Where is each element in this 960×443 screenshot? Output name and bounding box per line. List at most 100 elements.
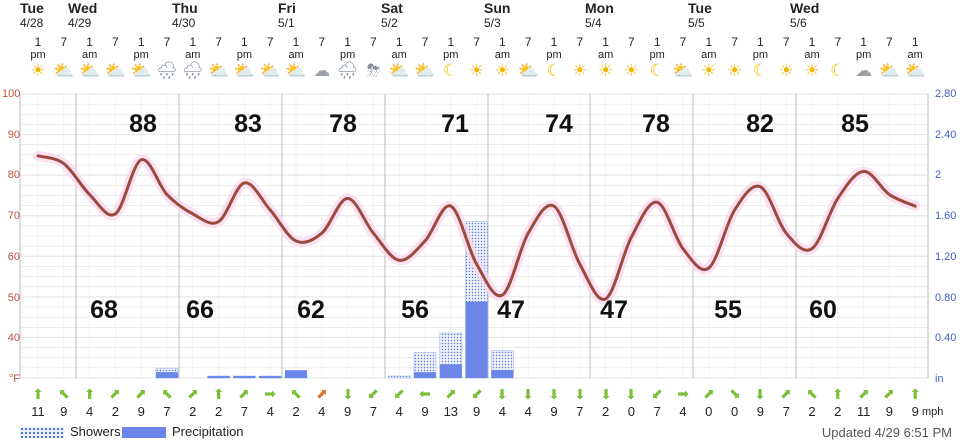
hour-value: 7: [576, 35, 584, 49]
sun-icon: ☀: [623, 61, 640, 80]
wind-speed-value: 9: [421, 404, 429, 419]
wind-speed-value: 0: [730, 404, 739, 419]
hour-label: 7: [259, 36, 281, 62]
wind-speed-value: 9: [911, 404, 919, 419]
wind-speed-value: 9: [756, 404, 764, 419]
hour-label: 1 pm: [853, 36, 875, 62]
wind-speed-value: 0: [705, 404, 713, 419]
day-header: Tue 5/5: [688, 0, 712, 30]
showers-bar: [439, 332, 463, 379]
wind-direction-icon: ⬆: [573, 386, 586, 402]
updated-timestamp: Updated 4/29 6:51 PM: [821, 425, 952, 440]
hour-value: 7: [782, 35, 790, 49]
sun-icon: ☀: [597, 61, 614, 80]
partly-cloudy-icon: ⛅: [517, 61, 539, 80]
legend-precip-label: Precipitation: [172, 424, 244, 439]
partly-cloudy-icon: ⛅: [53, 61, 75, 80]
wind-direction-icon: ⬆: [625, 386, 638, 402]
daily-high-label: 74: [545, 110, 573, 138]
showers-bar: [258, 375, 282, 379]
hour-value: 1: [241, 35, 248, 49]
daily-low-label: 47: [600, 296, 628, 324]
wind-direction-icon: ⬆: [698, 384, 719, 404]
day-name: Tue: [20, 0, 44, 16]
wind-speed-value: 2: [808, 404, 816, 419]
hour-value: 1: [499, 35, 506, 49]
hour-label: 1 am: [698, 36, 720, 62]
wind-speed-value: 9: [343, 404, 352, 419]
wind-speed-value: 7: [782, 404, 790, 419]
partly-cloudy-icon: ⛅: [414, 61, 436, 80]
wind-direction-icon: ⬆: [776, 384, 796, 404]
wind-speed-value: 9: [885, 404, 893, 419]
precip-tick-label: in: [935, 372, 944, 385]
cloud-rain-icon: 🌧: [156, 61, 178, 80]
precip-tick-label: 2: [935, 169, 942, 182]
hour-label: 7: [208, 36, 230, 62]
hour-value: 7: [163, 35, 171, 49]
daily-low-label: 68: [90, 296, 118, 324]
hour-value: 7: [473, 35, 480, 49]
hour-value: 1: [447, 35, 455, 49]
hour-label: 7: [672, 36, 694, 62]
precip-bar: [233, 376, 256, 378]
hour-value: 1: [344, 35, 351, 49]
precip-tick-label: 0.80: [935, 291, 957, 304]
hour-label: 1 am: [801, 36, 823, 62]
wind-speed-value: 4: [395, 404, 403, 419]
temp-tick-label: 70: [7, 210, 20, 223]
temp-tick-label: 90: [7, 128, 20, 141]
daily-low-label: 66: [186, 296, 214, 324]
wind-direction-icon: ⬆: [548, 386, 560, 402]
daily-low-label: 62: [297, 296, 325, 324]
day-date: 4/30: [172, 16, 196, 30]
wind-unit-label: mph: [922, 406, 944, 418]
daily-low-label: 56: [401, 296, 429, 324]
day-header: Sat 5/2: [381, 0, 403, 30]
hour-ampm: am: [391, 49, 407, 61]
wind-direction-icon: ⬆: [831, 386, 844, 402]
wind-speed-value: 2: [214, 404, 223, 419]
hour-ampm: pm: [133, 49, 149, 61]
hour-label: 1 am: [595, 36, 617, 62]
wind-direction-icon: ⬆: [466, 384, 487, 404]
wind-direction-icon: ⬆: [286, 384, 306, 404]
sun-icon: ☀: [494, 61, 511, 80]
wind-direction-icon: ⬆: [83, 386, 96, 402]
partly-cloudy-icon: ⛅: [233, 61, 255, 80]
daily-low-label: 47: [497, 296, 525, 324]
day-name: Mon: [585, 0, 614, 16]
day-date: 4/28: [20, 16, 44, 30]
hour-ampm: pm: [546, 49, 562, 61]
hour-value: 7: [834, 35, 842, 49]
hour-label: 1 pm: [130, 36, 152, 62]
hour-ampm: am: [597, 49, 614, 61]
hour-value: 1: [860, 35, 867, 49]
day-date: 5/2: [381, 16, 398, 30]
precip-swatch: [122, 427, 166, 439]
day-header: Wed 4/29: [68, 0, 97, 30]
hour-label: 7: [414, 36, 436, 62]
hour-label: 7: [156, 36, 178, 62]
showers-bar: [387, 375, 411, 379]
hour-label: 1 am: [182, 36, 204, 62]
partly-cloudy-icon: ⛅: [259, 61, 281, 80]
temperature-line: [36, 154, 917, 301]
cloud-icon: ☁: [313, 61, 331, 80]
hour-value: 1: [757, 35, 764, 49]
cloud-storm-icon: ⛈: [366, 61, 381, 80]
showers-bar: [413, 352, 437, 379]
wind-speed-value: 0: [627, 404, 635, 419]
hour-value: 1: [911, 35, 919, 49]
wind-direction-icon: ⬆: [363, 384, 384, 404]
wind-direction-icon: ⬆: [234, 384, 255, 404]
precip-bar: [491, 370, 514, 378]
wind-direction-icon: ⬆: [879, 384, 900, 404]
wind-speed-value: 9: [472, 404, 481, 419]
hour-label: 1 pm: [27, 36, 49, 62]
wind-direction-icon: ⬆: [802, 384, 822, 404]
temp-tick-label: 50: [7, 291, 20, 304]
wind-direction-icon: ⬆: [522, 386, 535, 402]
day-date: 5/1: [278, 16, 295, 30]
hour-ampm: pm: [855, 49, 872, 61]
